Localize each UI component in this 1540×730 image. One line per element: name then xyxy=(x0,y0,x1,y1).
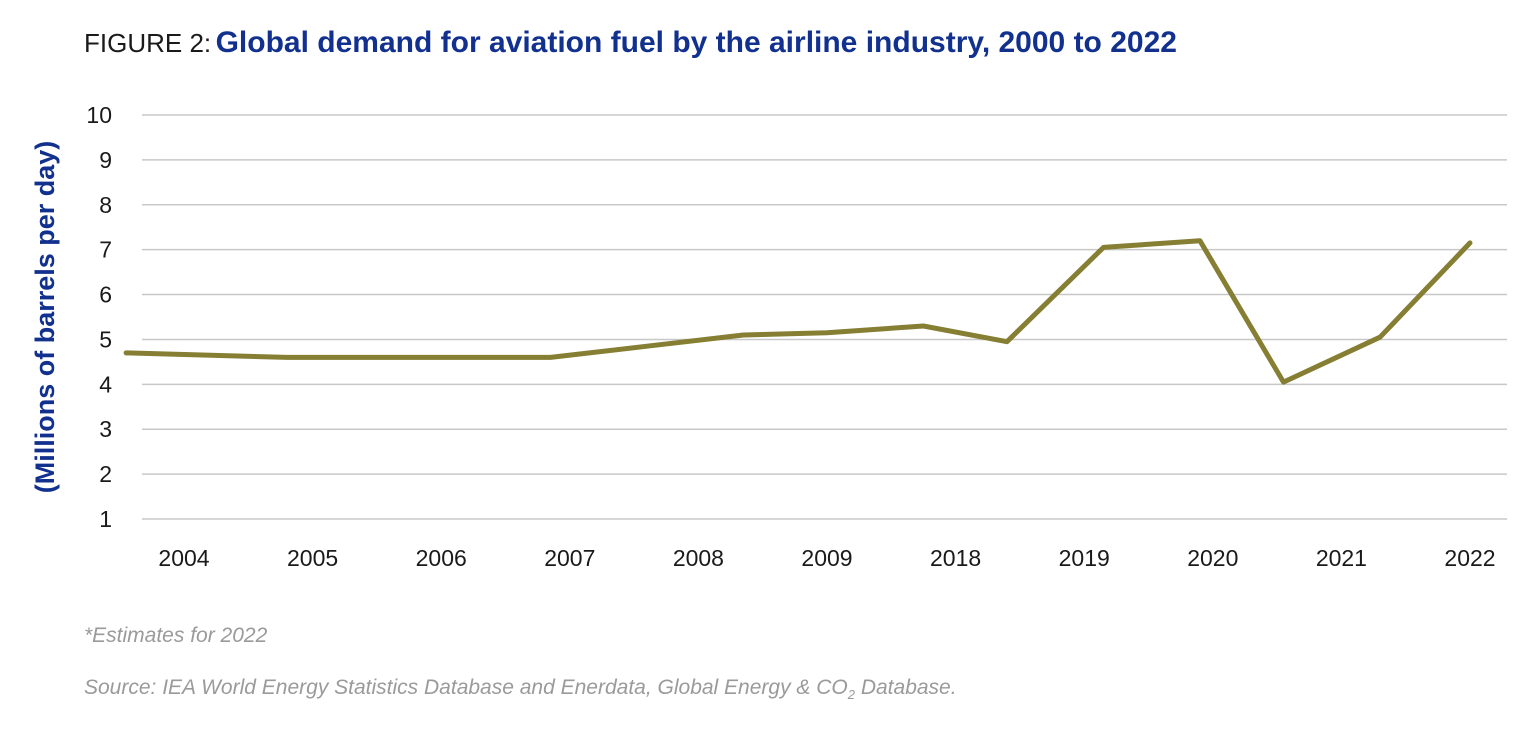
line-chart: 1 2 3 4 5 6 7 8 9 10 2004 2005 2006 2007 2008 2009 2018 2… xyxy=(30,102,1507,571)
y-tick-label: 4 xyxy=(99,371,112,397)
figure-title: Global demand for aviation fuel by the a… xyxy=(215,26,1177,59)
source-suffix: Database. xyxy=(855,676,957,699)
y-tick-label: 10 xyxy=(86,102,112,128)
y-tick-label: 5 xyxy=(99,326,112,352)
figure-number: FIGURE 2: xyxy=(84,28,212,58)
y-tick-label: 1 xyxy=(99,506,112,532)
source-subscript: 2 xyxy=(847,687,855,703)
series-line-0 xyxy=(123,238,1473,385)
x-tick-label: 2019 xyxy=(1059,545,1110,571)
x-tick-label: 2009 xyxy=(801,545,852,571)
y-axis-label: (Millions of barrels per day) xyxy=(30,141,60,494)
y-tick-label: 7 xyxy=(99,237,112,263)
x-tick-label: 2007 xyxy=(544,545,595,571)
x-tick-label: 2006 xyxy=(416,545,467,571)
chart-title: FIGURE 2: Global demand for aviation fue… xyxy=(84,26,1177,60)
x-tick-label: 2005 xyxy=(287,545,338,571)
x-tick-label: 2004 xyxy=(158,545,209,571)
x-tick-label: 2008 xyxy=(673,545,724,571)
source-note: Source: IEA World Energy Statistics Data… xyxy=(84,676,957,702)
y-tick-label: 8 xyxy=(99,192,112,218)
y-tick-label: 3 xyxy=(99,416,112,442)
y-tick-label: 2 xyxy=(99,461,112,487)
estimate-note: *Estimates for 2022 xyxy=(84,624,268,647)
y-tick-label: 9 xyxy=(99,147,112,173)
x-tick-label: 2018 xyxy=(930,545,981,571)
source-text: Source: IEA World Energy Statistics Data… xyxy=(84,676,848,699)
x-tick-label: 2020 xyxy=(1187,545,1238,571)
y-tick-label: 6 xyxy=(99,282,112,308)
x-tick-label: 2021 xyxy=(1316,545,1367,571)
x-tick-label: 2022 xyxy=(1444,545,1495,571)
